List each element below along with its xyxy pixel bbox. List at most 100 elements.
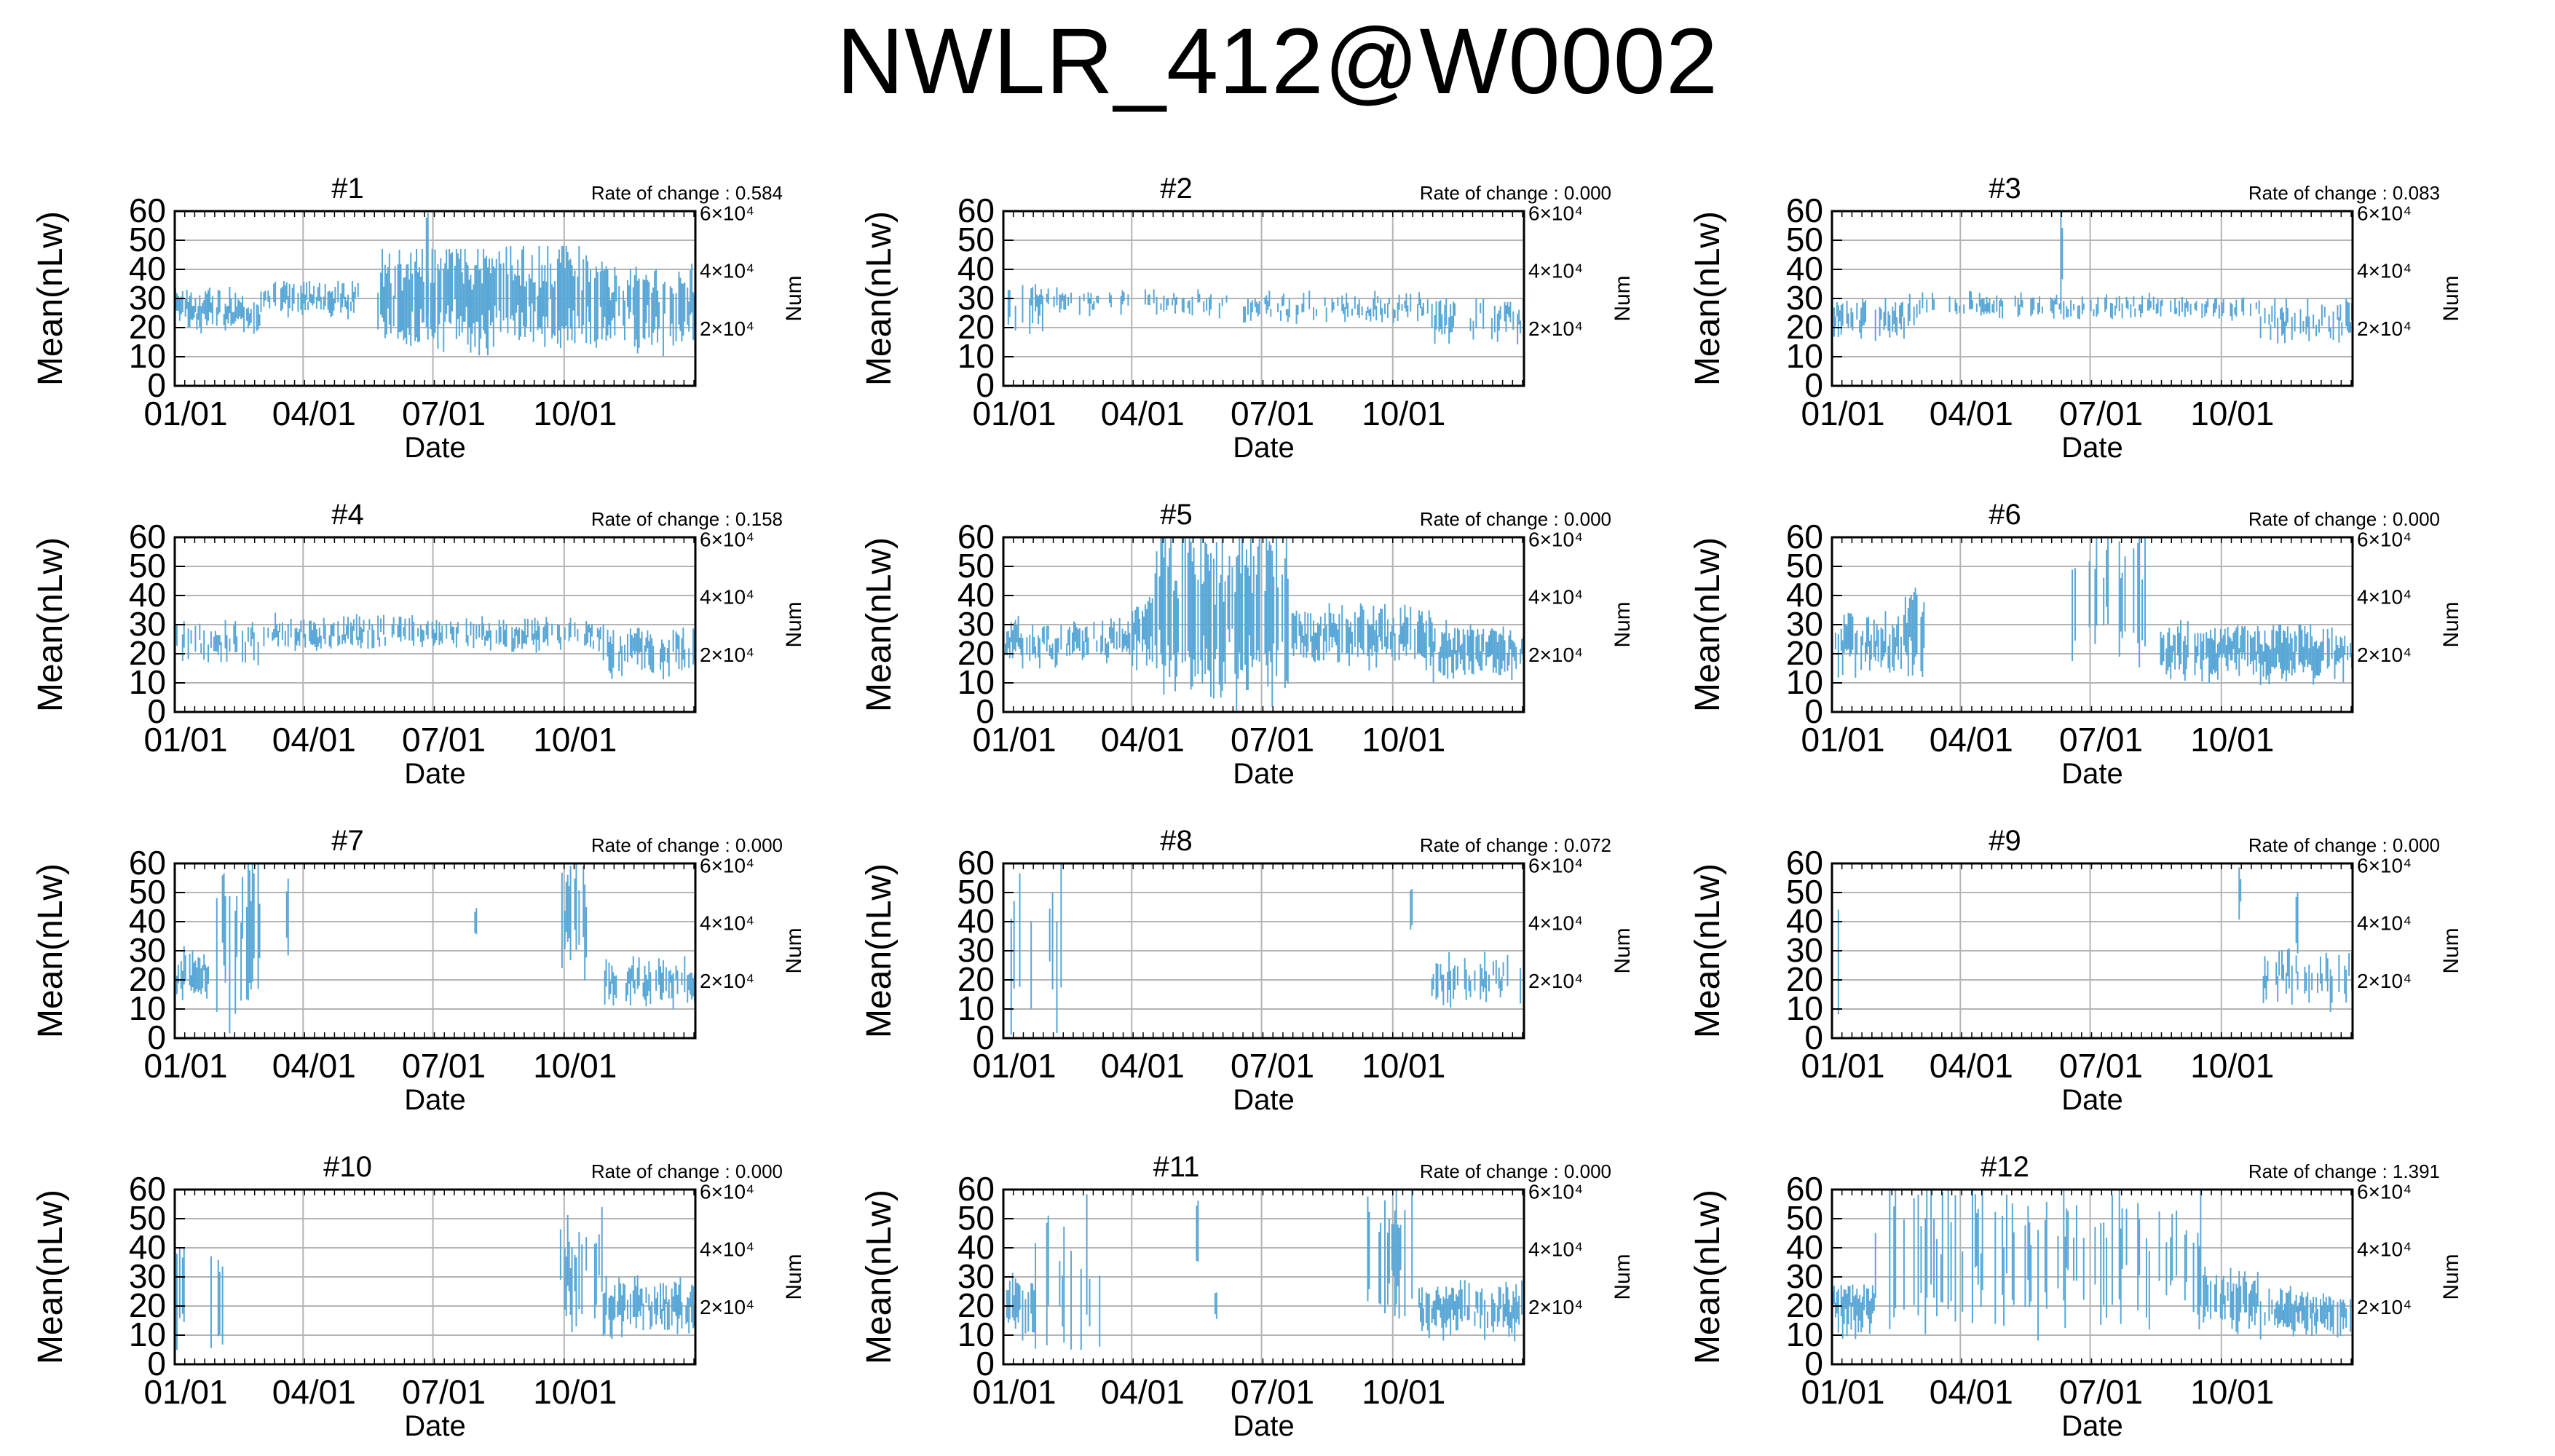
x-tick-label: 10/01 <box>1362 395 1445 432</box>
x-tick-label: 01/01 <box>1801 395 1884 432</box>
chart-panel: #10 Rate of change : 0.000 0 10 20 30 40 50 60 01… <box>0 1124 826 1442</box>
y-tick-label: 30 <box>129 931 166 969</box>
y-axis-title: Mean(nLw) <box>1689 537 1727 712</box>
y-axis-title: Mean(nLw) <box>860 1190 899 1364</box>
panel-title: #2 <box>1160 173 1193 205</box>
rate-of-change-label: Rate of change : 0.000 <box>2248 508 2440 530</box>
y-tick-label: 20 <box>957 634 995 672</box>
y2-tick-label: 4×10⁴ <box>2357 586 2412 609</box>
x-tick-label: 01/01 <box>1801 1047 1884 1085</box>
data-series <box>1833 211 2353 344</box>
x-tick-label: 07/01 <box>402 1047 486 1085</box>
x-tick-label: 04/01 <box>272 1047 356 1085</box>
x-tick-label: 01/01 <box>1801 1373 1884 1411</box>
y-tick-label: 10 <box>1786 663 1823 701</box>
chart-panel: #2 Rate of change : 0.000 0 10 20 30 40 50 60 01/… <box>829 146 1655 464</box>
y2-axis-title: Num <box>1611 927 1635 973</box>
panel-title: #1 <box>331 173 364 205</box>
y-tick-label: 40 <box>129 902 166 940</box>
y-axis-title: Mean(nLw) <box>31 211 70 386</box>
x-tick-label: 10/01 <box>1362 721 1445 759</box>
x-tick-label: 04/01 <box>272 1373 356 1411</box>
x-tick-label: 01/01 <box>1801 721 1884 759</box>
rate-of-change-label: Rate of change : 1.391 <box>2248 1160 2440 1182</box>
y2-tick-label: 6×10⁴ <box>2357 854 2412 877</box>
y-tick-label: 60 <box>1786 191 1823 229</box>
x-tick-label: 04/01 <box>272 395 356 432</box>
y-tick-label: 20 <box>957 960 995 998</box>
data-series <box>175 863 696 1034</box>
y-tick-label: 10 <box>957 989 995 1027</box>
data-series <box>1004 537 1525 711</box>
y2-tick-label: 6×10⁴ <box>2357 528 2412 550</box>
y2-tick-label: 2×10⁴ <box>2357 1296 2412 1318</box>
y-tick-label: 50 <box>1786 547 1823 585</box>
x-tick-label: 07/01 <box>1231 1047 1314 1085</box>
y-tick-label: 30 <box>129 1257 166 1295</box>
x-tick-label: 01/01 <box>143 395 227 432</box>
y-tick-label: 30 <box>129 605 166 643</box>
y-tick-label: 20 <box>1786 1286 1823 1324</box>
x-tick-label: 07/01 <box>1231 1373 1314 1411</box>
y-tick-label: 40 <box>957 1228 995 1266</box>
y-tick-label: 10 <box>129 1315 166 1353</box>
y-tick-label: 0 <box>1804 692 1823 730</box>
y-tick-label: 20 <box>957 308 995 346</box>
y-tick-label: 60 <box>1786 844 1823 882</box>
x-tick-label: 01/01 <box>972 1047 1056 1085</box>
panel-title: #7 <box>331 825 364 857</box>
y-tick-label: 60 <box>1786 518 1823 555</box>
y2-tick-label: 6×10⁴ <box>700 854 754 877</box>
y2-tick-label: 2×10⁴ <box>1528 970 1583 992</box>
x-axis-title: Date <box>1233 1410 1295 1442</box>
y-tick-label: 50 <box>129 1199 166 1237</box>
y-tick-label: 50 <box>1786 873 1823 911</box>
data-series <box>1007 284 1525 345</box>
y2-tick-label: 6×10⁴ <box>700 1180 754 1203</box>
x-tick-label: 10/01 <box>1362 1047 1445 1085</box>
y-axis-title: Mean(nLw) <box>1689 211 1727 386</box>
y-tick-label: 50 <box>1786 221 1823 258</box>
y-tick-label: 0 <box>147 1018 166 1056</box>
x-tick-label: 10/01 <box>2190 1373 2274 1411</box>
x-tick-label: 04/01 <box>1101 1373 1185 1411</box>
x-tick-label: 10/01 <box>533 721 617 759</box>
y-tick-label: 50 <box>129 873 166 911</box>
y2-tick-label: 2×10⁴ <box>2357 644 2412 666</box>
x-axis-title: Date <box>404 1084 466 1116</box>
x-tick-label: 04/01 <box>272 721 356 759</box>
x-axis-title: Date <box>2061 1084 2123 1116</box>
panel-title: #10 <box>323 1151 372 1183</box>
y-tick-label: 50 <box>957 873 995 911</box>
panel-title: #12 <box>1981 1151 2029 1183</box>
data-series <box>175 1206 696 1350</box>
x-axis-title: Date <box>1233 432 1295 464</box>
data-series <box>175 612 696 680</box>
y2-axis-title: Num <box>782 1254 806 1299</box>
y2-axis-title: Num <box>782 275 806 321</box>
y2-tick-label: 2×10⁴ <box>700 644 754 666</box>
x-tick-label: 01/01 <box>972 395 1056 432</box>
chart-panel: #9 Rate of change : 0.000 0 10 20 30 40 50 60 01/… <box>1657 798 2484 1116</box>
x-tick-label: 01/01 <box>143 721 227 759</box>
y-tick-label: 40 <box>1786 250 1823 288</box>
y2-axis-title: Num <box>1611 275 1635 321</box>
rate-of-change-label: Rate of change : 0.072 <box>1420 834 1611 856</box>
y2-tick-label: 6×10⁴ <box>1528 202 1583 224</box>
y2-tick-label: 2×10⁴ <box>700 1296 754 1318</box>
x-tick-label: 07/01 <box>1231 721 1314 759</box>
y2-axis-title: Num <box>1611 601 1635 647</box>
y2-tick-label: 4×10⁴ <box>1528 1238 1583 1261</box>
y-tick-label: 20 <box>129 308 166 346</box>
y-tick-label: 0 <box>1804 1345 1823 1382</box>
y2-tick-label: 6×10⁴ <box>700 202 754 224</box>
data-series <box>1834 537 2353 686</box>
chart-panel: #7 Rate of change : 0.000 0 10 20 30 40 50 60 01/… <box>0 798 826 1116</box>
y-axis-title: Mean(nLw) <box>31 863 70 1038</box>
y-axis-title: Mean(nLw) <box>860 863 899 1038</box>
